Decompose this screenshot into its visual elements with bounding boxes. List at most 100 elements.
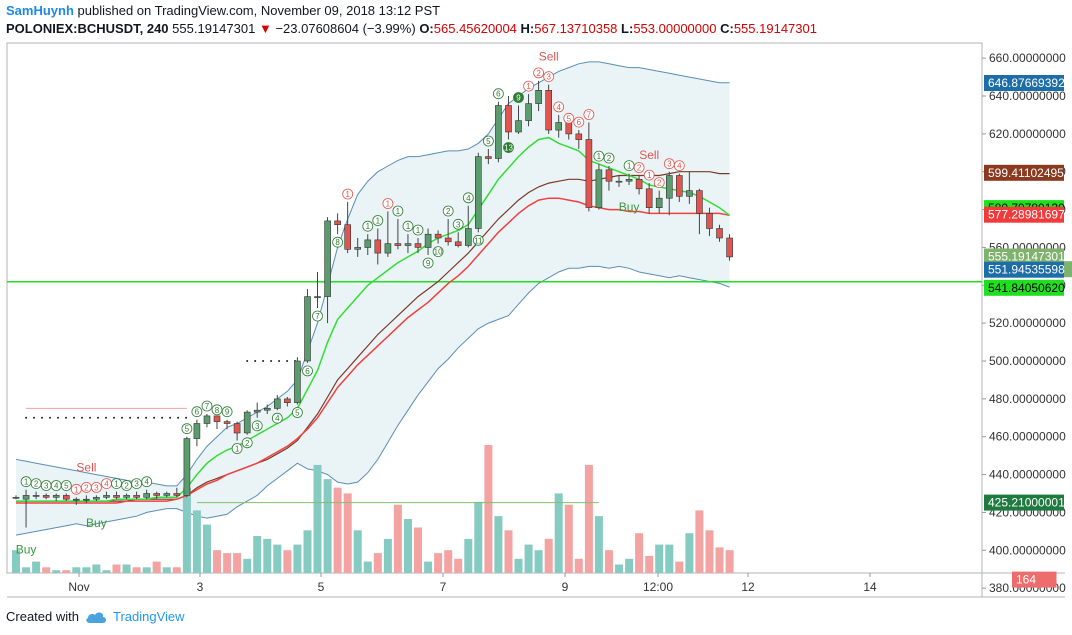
down-arrow-icon: ▼ <box>258 21 272 36</box>
buy-signal: Buy <box>86 516 107 530</box>
tradingview-link[interactable]: TradingView <box>112 609 185 624</box>
td-label-circle <box>482 135 494 147</box>
candle-body <box>173 493 181 496</box>
td-label-text: 13 <box>504 144 513 153</box>
candle-body <box>394 243 402 246</box>
candle-body <box>645 188 653 209</box>
tradingview-cloud-icon <box>86 612 106 623</box>
td-label-text: 2 <box>124 482 129 491</box>
dotted-level-dot <box>49 416 51 419</box>
price-tag: 551.94535598 <box>984 261 1065 278</box>
time-tick-label: 7 <box>440 580 447 594</box>
buy-sell-signals: Buy Buy Sell Sell Sell Buy <box>16 50 659 557</box>
candle-body <box>223 421 231 424</box>
td-label-circle <box>382 198 394 209</box>
price-tag-bg <box>984 206 1064 223</box>
td-label-circle <box>523 80 534 92</box>
candle-body <box>515 120 522 133</box>
td-label-circle <box>563 112 575 124</box>
volume-bar <box>62 570 71 573</box>
td-label-circle <box>201 400 213 412</box>
candle-body <box>334 220 341 225</box>
candle-body <box>495 105 502 159</box>
price-axis[interactable]: 660.00000000640.00000000620.00000000600.… <box>982 51 1066 595</box>
td-label-circle <box>583 109 595 120</box>
dotted-level-dot <box>97 416 99 419</box>
volume-bar <box>303 530 312 573</box>
time-tick-label: 9 <box>562 580 569 594</box>
candle-body <box>93 496 100 500</box>
td-label-circle <box>503 142 514 153</box>
td-label-circle <box>342 188 354 200</box>
dotted-level-dot <box>41 416 43 419</box>
volume-bar <box>283 550 292 573</box>
price-tag: 577.28981697 <box>984 206 1065 223</box>
td-label-circle <box>462 192 474 204</box>
candle-body <box>83 498 90 501</box>
volume-bar <box>162 567 171 573</box>
candle-body <box>696 190 703 214</box>
candle-body <box>635 179 643 190</box>
td-label-text: 1 <box>647 171 652 180</box>
td-label-text: 1 <box>114 480 119 489</box>
td-label-text: 6 <box>577 118 582 127</box>
volume-bar <box>323 479 332 573</box>
td-label-text: 7 <box>205 402 210 411</box>
dotted-level-dot <box>25 416 28 419</box>
ohlc-line: POLONIEX:BCHUSDT, 240 555.19147301 ▼ −23… <box>6 21 817 36</box>
td-label-circle <box>271 412 283 424</box>
dotted-level-dot <box>129 416 132 419</box>
dotted-level-dot <box>161 416 164 419</box>
td-label-text: 4 <box>104 480 109 489</box>
candle-body <box>535 90 542 104</box>
volume-bar <box>574 558 583 573</box>
last-price: 555.19147301 <box>172 21 256 36</box>
volume-bar <box>52 570 61 573</box>
volume-bar <box>444 550 453 573</box>
td-label-text: 2 <box>607 154 612 163</box>
price-tag-label: 551.94535598 <box>988 263 1065 277</box>
td-label-circle <box>191 406 203 418</box>
td-label-text: 6 <box>496 90 501 99</box>
volume-bar <box>424 561 433 573</box>
price-tag: 541.84050620 <box>984 279 1065 296</box>
td-label-text: 8 <box>215 406 220 415</box>
td-label-text: 7 <box>315 312 320 321</box>
author-name[interactable]: SamHuynh <box>6 3 74 18</box>
candle-body <box>243 411 251 434</box>
volume-bar <box>705 530 714 573</box>
time-axis[interactable]: Nov 3 5 7 9 12:00 12 14 <box>68 573 877 594</box>
td-label-text: 2 <box>657 179 662 188</box>
td-label-text: 2 <box>245 439 250 448</box>
candles <box>12 80 733 528</box>
bollinger-bands <box>15 61 730 536</box>
candle-body <box>686 190 693 197</box>
td-label-text: 4 <box>275 414 280 423</box>
dotted-level-dot <box>105 416 107 419</box>
volume-bar <box>715 547 724 573</box>
candle-body <box>605 169 613 182</box>
volume-bar <box>725 550 734 573</box>
candle-body <box>374 239 382 254</box>
td-label-text: 11 <box>474 236 483 245</box>
td-label-text: 1 <box>24 478 29 487</box>
volume-bar <box>22 567 31 573</box>
sell-signal: Sell <box>639 148 659 162</box>
volume-bar <box>524 544 533 573</box>
td-label-text: 9 <box>426 259 431 268</box>
ema-green-line <box>16 136 731 502</box>
td-label-circle <box>181 423 193 435</box>
price-tag-label: 425.21000001 <box>988 496 1065 510</box>
volume-bar <box>534 550 543 573</box>
volume-bar <box>263 538 272 573</box>
volume-bar <box>353 530 362 573</box>
volume-bar <box>414 527 422 573</box>
candle-body <box>203 415 211 424</box>
time-tick-label: 5 <box>318 580 325 594</box>
candle-body <box>233 423 241 434</box>
volume-bar <box>82 567 91 573</box>
candle-body <box>183 438 191 496</box>
volume-bar <box>213 550 221 573</box>
td-label-circle <box>472 234 484 246</box>
